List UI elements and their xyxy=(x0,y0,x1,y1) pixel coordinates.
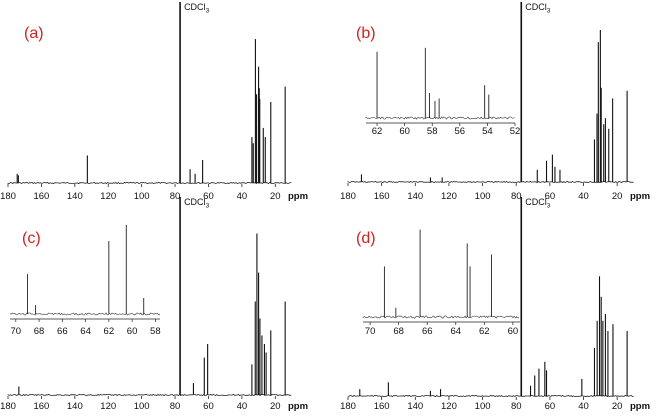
x-tick-label: 180 xyxy=(0,401,16,412)
x-tick-label: 120 xyxy=(441,191,457,202)
inset-expansion: 70 68 66 64 62 60 xyxy=(362,229,520,337)
x-tick-label: 20 xyxy=(270,401,281,412)
x-tick-label: 140 xyxy=(407,401,423,412)
inset-tick-label: 62 xyxy=(479,326,490,337)
spectrum-baseline xyxy=(347,180,634,184)
x-tick-label: 180 xyxy=(340,401,356,412)
inset-baseline xyxy=(9,312,161,316)
spectrum-panel-d: CDCl3 (d) 180 160 140 120 100 80 60 40 20 ppm 70 68 66… xyxy=(340,197,650,412)
spectrum-baseline xyxy=(7,393,292,397)
x-tick-label: 120 xyxy=(100,191,116,202)
inset-tick-label: 54 xyxy=(482,126,493,137)
spectrum-baseline xyxy=(347,394,634,398)
panel-label: (d) xyxy=(356,230,376,247)
inset-baseline xyxy=(365,116,515,120)
inset-tick-label: 58 xyxy=(150,326,161,337)
x-tick-label: 80 xyxy=(511,401,522,412)
inset-tick-label: 52 xyxy=(510,126,521,137)
spectrum-panel-b: CDCl3 (b) 180 160 140 120 100 80 60 40 20 ppm 62 60 58… xyxy=(340,2,650,202)
x-tick-label: 40 xyxy=(237,401,248,412)
x-tick-label: 140 xyxy=(67,401,83,412)
inset-expansion: 70 68 66 64 62 60 58 xyxy=(9,225,161,337)
inset-tick-label: 62 xyxy=(372,126,383,137)
x-tick-label: 100 xyxy=(134,401,150,412)
inset-tick-label: 60 xyxy=(127,326,138,337)
x-tick-label: 160 xyxy=(33,191,49,202)
x-tick-label: 160 xyxy=(33,401,49,412)
inset-tick-label: 66 xyxy=(57,326,68,337)
x-axis-unit: ppm xyxy=(288,401,308,412)
x-tick-label: 20 xyxy=(612,191,623,202)
x-tick-label: 80 xyxy=(170,401,181,412)
x-tick-label: 120 xyxy=(100,401,116,412)
panel-label: (a) xyxy=(24,25,44,42)
x-tick-label: 80 xyxy=(511,191,522,202)
inset-expansion: 62 60 58 56 54 52 xyxy=(365,47,521,137)
x-tick-label: 120 xyxy=(441,401,457,412)
x-tick-label: 20 xyxy=(612,401,623,412)
solvent-subscript: 3 xyxy=(547,8,551,15)
x-tick-label: 140 xyxy=(67,191,83,202)
inset-tick-label: 68 xyxy=(393,326,404,337)
x-tick-label: 100 xyxy=(134,191,150,202)
x-tick-label: 60 xyxy=(203,191,214,202)
panel-label: (b) xyxy=(356,25,376,42)
inset-baseline xyxy=(362,315,520,319)
solvent-label: CDCl3 xyxy=(525,197,551,210)
x-tick-label: 160 xyxy=(374,401,390,412)
x-tick-label: 80 xyxy=(170,191,181,202)
inset-tick-label: 62 xyxy=(104,326,115,337)
solvent-subscript: 3 xyxy=(206,8,210,15)
inset-tick-label: 60 xyxy=(508,326,519,337)
x-tick-label: 140 xyxy=(407,191,423,202)
solvent-subscript: 3 xyxy=(206,203,210,210)
x-axis-unit: ppm xyxy=(630,191,650,202)
inset-tick-label: 60 xyxy=(399,126,410,137)
inset-tick-label: 70 xyxy=(11,326,22,337)
solvent-label: CDCl3 xyxy=(184,197,210,210)
x-tick-label: 40 xyxy=(237,191,248,202)
x-axis-unit: ppm xyxy=(630,401,650,412)
x-axis-unit: ppm xyxy=(288,191,308,202)
spectrum-baseline xyxy=(7,181,292,185)
solvent-label: CDCl3 xyxy=(184,2,210,15)
solvent-label: CDCl3 xyxy=(525,2,551,15)
inset-tick-label: 70 xyxy=(365,326,376,337)
x-tick-label: 60 xyxy=(545,401,556,412)
x-tick-label: 160 xyxy=(374,191,390,202)
x-tick-label: 20 xyxy=(270,191,281,202)
solvent-subscript: 3 xyxy=(547,203,551,210)
x-tick-label: 40 xyxy=(578,401,589,412)
x-tick-label: 60 xyxy=(545,191,556,202)
panel-label: (c) xyxy=(22,230,41,247)
x-tick-label: 100 xyxy=(475,401,491,412)
x-tick-label: 100 xyxy=(475,191,491,202)
x-tick-label: 180 xyxy=(0,191,16,202)
inset-tick-label: 58 xyxy=(427,126,438,137)
spectrum-panel-c: CDCl3 (c) 180 160 140 120 100 80 60 40 20 ppm 70 68 66… xyxy=(0,197,308,412)
inset-tick-label: 68 xyxy=(34,326,45,337)
spectrum-panel-a: CDCl3 (a) 180 160 140 120 100 80 60 40 20 ppm xyxy=(0,2,308,202)
x-tick-label: 40 xyxy=(578,191,589,202)
x-tick-label: 60 xyxy=(203,401,214,412)
inset-tick-label: 66 xyxy=(422,326,433,337)
inset-tick-label: 64 xyxy=(450,326,461,337)
inset-tick-label: 56 xyxy=(455,126,466,137)
x-tick-label: 180 xyxy=(340,191,356,202)
inset-tick-label: 64 xyxy=(80,326,91,337)
